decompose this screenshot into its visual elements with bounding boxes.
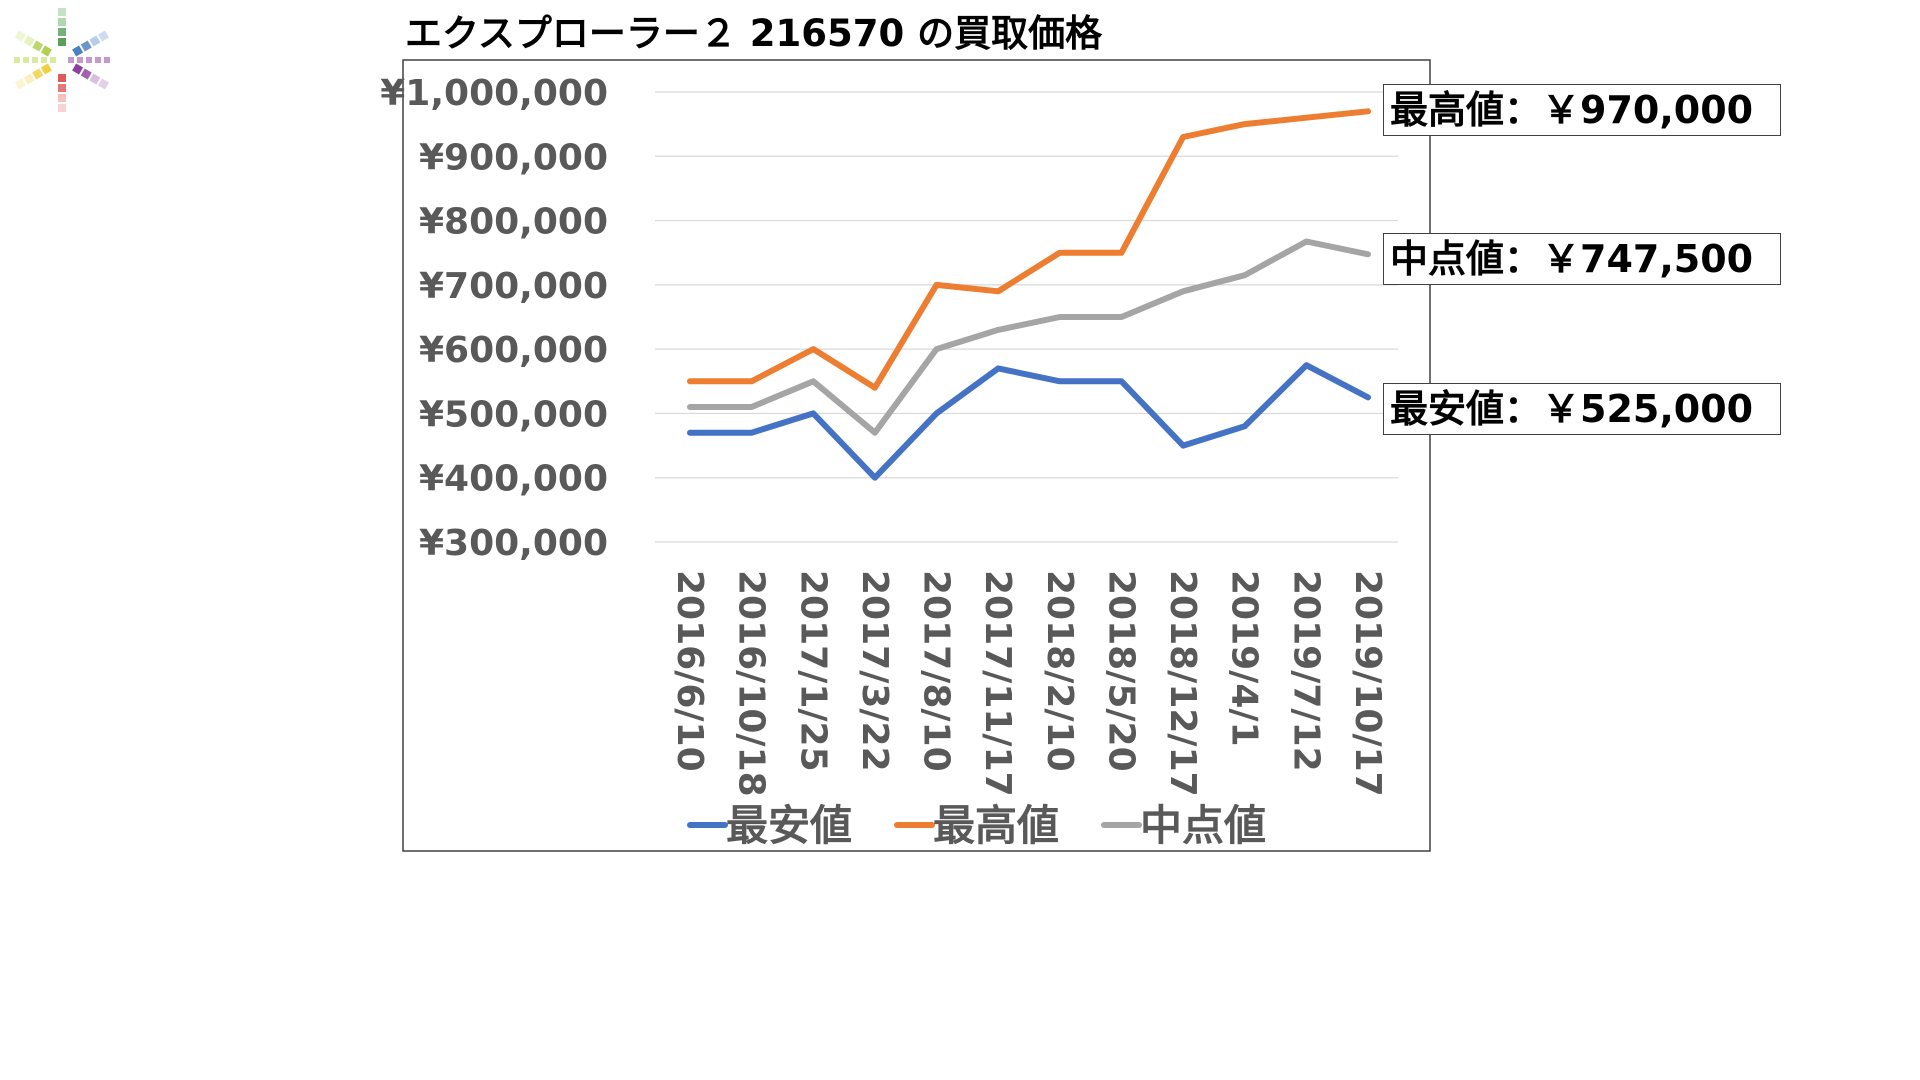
logo-square bbox=[58, 8, 66, 16]
logo-square bbox=[89, 35, 101, 47]
legend: 最安値 最高値 中点値 bbox=[687, 801, 1266, 850]
logo-square bbox=[80, 68, 92, 80]
x-tick-label: 2019/7/12 bbox=[1285, 570, 1326, 772]
y-tick-label: ¥400,000 bbox=[419, 459, 608, 500]
x-tick-label: 2018/2/10 bbox=[1039, 570, 1080, 772]
series-line bbox=[687, 108, 1371, 391]
logo-square bbox=[77, 57, 83, 63]
logo-square bbox=[58, 38, 66, 46]
y-axis-tick-labels: ¥1,000,000 ¥900,000 ¥800,000 ¥700,000 ¥600,0… bbox=[380, 73, 608, 564]
min-value-callout: 最安値：￥525,000 bbox=[1383, 383, 1781, 435]
logo-square bbox=[32, 40, 44, 52]
logo-square bbox=[14, 78, 26, 90]
logo-square bbox=[86, 57, 92, 63]
logo-square bbox=[80, 40, 92, 52]
logo-square bbox=[32, 57, 38, 63]
x-tick-label: 2017/1/25 bbox=[792, 570, 833, 772]
logo-square bbox=[58, 94, 66, 102]
logo-square bbox=[98, 78, 110, 90]
logo-square bbox=[50, 57, 56, 63]
series-lines bbox=[687, 108, 1371, 481]
logo-square bbox=[58, 18, 66, 26]
mid-value-callout: 中点値：￥747,500 bbox=[1383, 233, 1781, 285]
logo-square bbox=[14, 57, 20, 63]
x-tick-label: 2017/3/22 bbox=[854, 570, 895, 772]
legend-label: 中点値 bbox=[1140, 801, 1266, 850]
logo-square bbox=[32, 68, 44, 80]
series-line bbox=[687, 362, 1371, 481]
logo-square bbox=[58, 84, 66, 92]
logo-square bbox=[23, 35, 35, 47]
logo-square bbox=[98, 30, 110, 42]
gridlines bbox=[655, 91, 1398, 543]
x-tick-label: 2019/4/1 bbox=[1224, 570, 1265, 747]
y-tick-label: ¥300,000 bbox=[419, 523, 608, 564]
x-axis-tick-labels: 2016/6/10 2016/10/18 2017/1/25 2017/3/22 201… bbox=[669, 570, 1388, 797]
x-tick-label: 2017/11/17 bbox=[977, 570, 1018, 797]
logo-square bbox=[104, 57, 110, 63]
series-line bbox=[687, 238, 1371, 436]
x-tick-label: 2016/6/10 bbox=[669, 570, 710, 772]
logo-square bbox=[58, 74, 66, 82]
colorful-star-burst-logo-icon bbox=[14, 8, 110, 112]
logo-square bbox=[58, 28, 66, 36]
max-value-callout: 最高値：￥970,000 bbox=[1383, 84, 1781, 136]
y-tick-label: ¥700,000 bbox=[419, 266, 608, 307]
logo-square bbox=[95, 57, 101, 63]
x-tick-label: 2018/5/20 bbox=[1100, 570, 1141, 772]
logo-square bbox=[68, 57, 74, 63]
legend-label: 最高値 bbox=[933, 801, 1059, 850]
x-tick-label: 2017/8/10 bbox=[916, 570, 957, 772]
y-tick-label: ¥500,000 bbox=[419, 394, 608, 435]
x-tick-label: 2018/12/17 bbox=[1162, 570, 1203, 797]
y-tick-label: ¥800,000 bbox=[419, 202, 608, 243]
x-tick-label: 2019/10/17 bbox=[1347, 570, 1388, 797]
logo-square bbox=[58, 104, 66, 112]
y-tick-label: ¥1,000,000 bbox=[380, 73, 608, 114]
logo-square bbox=[41, 57, 47, 63]
logo-square bbox=[14, 30, 26, 42]
y-tick-label: ¥600,000 bbox=[419, 330, 608, 371]
logo-square bbox=[89, 73, 101, 85]
y-tick-label: ¥900,000 bbox=[419, 137, 608, 178]
x-tick-label: 2016/10/18 bbox=[731, 570, 772, 797]
logo-square bbox=[40, 63, 52, 75]
chart-title: エクスプローラー２ 216570 の買取価格 bbox=[405, 12, 1103, 55]
chart-area-border bbox=[402, 59, 1431, 852]
logo-square bbox=[23, 57, 29, 63]
logo-square bbox=[72, 63, 84, 75]
logo-square bbox=[72, 45, 84, 57]
legend-label: 最安値 bbox=[726, 801, 852, 850]
logo-square bbox=[40, 45, 52, 57]
logo-square bbox=[23, 73, 35, 85]
